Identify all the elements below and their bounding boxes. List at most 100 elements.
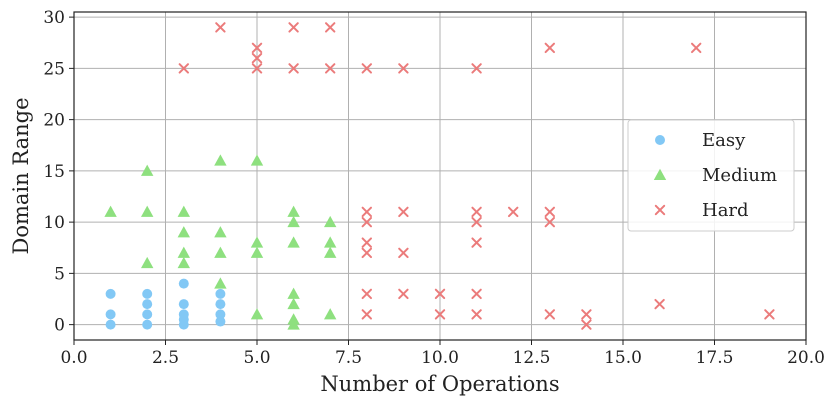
data-point-hard [325, 63, 336, 74]
data-point-hard [361, 237, 372, 248]
data-point-easy [142, 299, 153, 310]
data-point-medium [177, 205, 190, 217]
data-point-hard [361, 216, 372, 228]
data-point-hard [398, 206, 409, 218]
data-point-easy [215, 288, 226, 299]
data-point-medium [250, 236, 264, 248]
data-point-hard [178, 63, 189, 74]
data-point-hard [361, 309, 372, 320]
data-point-medium [287, 236, 300, 248]
x-tick-label: 10.0 [421, 348, 459, 368]
data-point-hard [544, 309, 555, 320]
legend-box [627, 119, 795, 232]
legend-label-medium: Medium [702, 165, 777, 186]
data-point-easy [178, 299, 189, 310]
data-point-medium [177, 226, 190, 238]
y-axis-label: Domain Range [9, 97, 33, 254]
data-point-medium [214, 226, 227, 238]
data-point-hard [398, 63, 409, 74]
data-point-medium [287, 205, 300, 217]
data-point-hard [288, 22, 299, 33]
series-hard [178, 22, 775, 330]
data-point-hard [251, 52, 263, 64]
data-point-hard [361, 288, 372, 300]
y-tick-label: 15 [43, 162, 65, 182]
data-point-medium [250, 154, 264, 166]
data-point-hard [215, 22, 226, 33]
data-point-hard [325, 22, 336, 33]
data-point-easy [178, 309, 189, 320]
tick-labels: 0.0 2.5 5.0 7.5 10.0 12.5 15.0 17.5 20.0 0 5 10 15 20… [43, 8, 825, 368]
data-point-hard [691, 42, 702, 54]
y-tick-label: 5 [54, 264, 65, 284]
y-tick-label: 20 [43, 111, 65, 131]
data-point-medium [214, 246, 227, 258]
data-point-hard [654, 298, 665, 310]
y-tick-label: 0 [54, 316, 65, 336]
data-point-easy [105, 288, 116, 299]
data-point-medium [104, 205, 117, 217]
x-axis-label: Number of Operations [320, 372, 559, 396]
data-point-easy [142, 319, 153, 330]
data-point-hard [471, 288, 482, 300]
data-point-hard [581, 309, 592, 320]
data-point-medium [287, 297, 300, 310]
legend-marker-easy [655, 135, 665, 145]
data-point-hard [508, 206, 519, 218]
data-point-medium [250, 246, 264, 258]
data-point-easy [178, 278, 189, 289]
data-point-hard [471, 309, 482, 320]
data-point-hard [398, 288, 409, 300]
y-tick-label: 25 [43, 59, 65, 79]
data-point-hard [544, 216, 555, 228]
x-tick-label: 0.0 [60, 348, 87, 368]
data-point-hard [471, 206, 482, 218]
data-point-easy [105, 319, 116, 330]
data-point-hard [288, 63, 299, 74]
data-point-medium [324, 308, 337, 320]
data-point-easy [142, 309, 153, 320]
data-point-medium [214, 277, 227, 289]
y-tick-label: 30 [43, 8, 65, 28]
data-point-medium [324, 246, 337, 258]
x-tick-label: 20.0 [787, 348, 825, 368]
x-tick-label: 15.0 [604, 348, 642, 368]
data-points [104, 22, 775, 330]
x-tick-label: 17.5 [696, 348, 734, 368]
data-point-hard [434, 309, 446, 320]
data-point-medium [287, 313, 300, 325]
tick-marks [69, 16, 807, 345]
legend-item-medium: Medium [653, 165, 777, 186]
data-point-medium [250, 308, 264, 320]
data-point-easy [215, 299, 226, 310]
data-point-hard [398, 247, 409, 259]
legend-marker-hard [654, 204, 666, 216]
data-point-medium [177, 256, 190, 269]
data-point-medium [214, 154, 227, 166]
data-point-hard [581, 319, 592, 330]
data-point-hard [471, 63, 482, 74]
y-tick-label: 10 [43, 213, 65, 233]
x-tick-label: 5.0 [243, 348, 270, 368]
data-point-hard [544, 206, 555, 218]
data-point-hard [361, 63, 372, 74]
legend-marker-medium [653, 168, 667, 180]
data-point-hard [361, 206, 372, 218]
data-point-easy [142, 288, 153, 299]
legend-label-easy: Easy [702, 130, 746, 151]
data-point-hard [471, 216, 482, 228]
data-point-medium [141, 205, 154, 217]
data-point-medium [324, 215, 337, 228]
series-easy [105, 278, 226, 330]
x-tick-label: 12.5 [513, 348, 551, 368]
legend-label-hard: Hard [702, 200, 749, 221]
legend-item-hard: Hard [654, 200, 749, 221]
data-point-hard [434, 288, 446, 300]
legend-item-easy: Easy [655, 130, 746, 151]
data-point-hard [251, 63, 263, 74]
data-point-easy [215, 309, 226, 320]
data-point-medium [287, 215, 300, 228]
data-point-easy [105, 309, 116, 320]
data-point-medium [177, 246, 190, 258]
data-point-medium [287, 287, 300, 299]
